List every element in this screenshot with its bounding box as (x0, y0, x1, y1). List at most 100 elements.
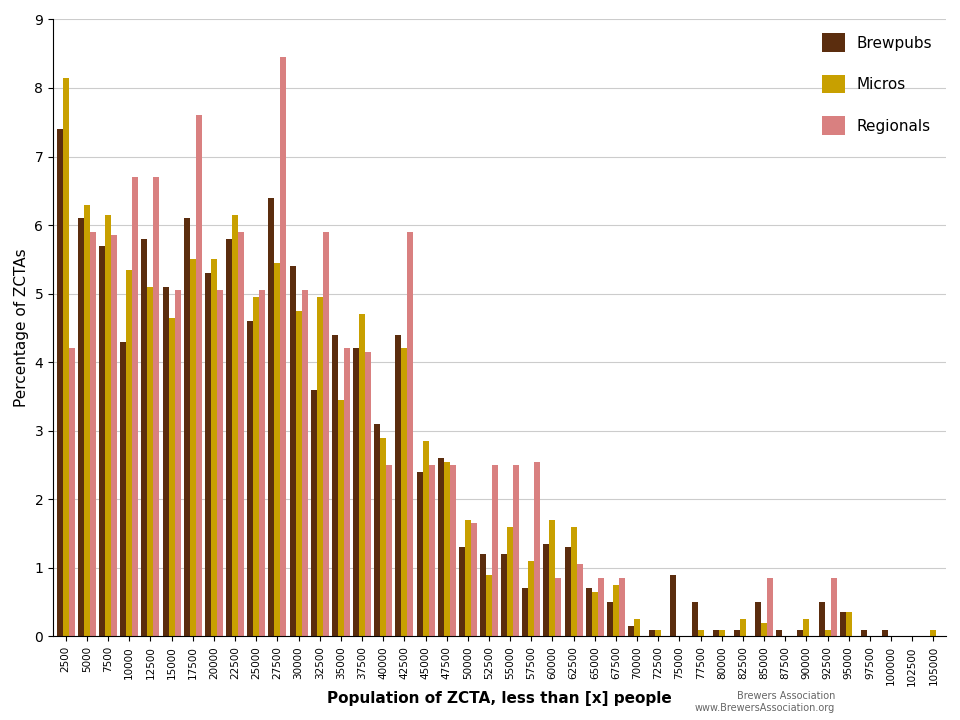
Bar (767, 578, 773, 636)
Bar (190, 259, 196, 636)
Bar (57, 129, 62, 636)
Bar (698, 629, 704, 636)
Bar (84, 204, 90, 636)
Bar (344, 348, 349, 636)
Bar (761, 623, 767, 636)
Bar (528, 561, 535, 636)
Bar (804, 619, 809, 636)
Bar (570, 527, 577, 636)
Bar (290, 266, 296, 636)
Bar (549, 520, 556, 636)
Bar (69, 348, 75, 636)
Bar (564, 547, 570, 636)
Bar (248, 321, 253, 636)
Bar (740, 619, 746, 636)
Bar (459, 547, 465, 636)
Bar (607, 602, 613, 636)
Bar (353, 348, 359, 636)
Bar (598, 578, 604, 636)
Bar (422, 441, 428, 636)
Bar (148, 287, 154, 636)
Bar (882, 629, 888, 636)
Bar (323, 232, 328, 636)
Bar (514, 465, 519, 636)
Bar (470, 523, 477, 636)
Bar (756, 602, 761, 636)
Legend: Brewpubs, Micros, Regionals: Brewpubs, Micros, Regionals (815, 27, 939, 141)
Bar (280, 57, 286, 636)
Bar (111, 235, 117, 636)
Bar (359, 314, 365, 636)
Bar (480, 554, 486, 636)
Bar (105, 215, 111, 636)
Bar (591, 592, 598, 636)
Bar (183, 218, 190, 636)
Bar (861, 629, 867, 636)
Bar (522, 588, 528, 636)
Bar (275, 263, 280, 636)
Bar (407, 232, 414, 636)
Bar (712, 629, 719, 636)
Bar (211, 259, 217, 636)
Bar (204, 273, 211, 636)
Bar (154, 177, 159, 636)
Bar (317, 297, 323, 636)
Bar (162, 287, 169, 636)
Bar (301, 290, 307, 636)
Bar (141, 239, 148, 636)
Bar (126, 270, 132, 636)
Bar (734, 629, 740, 636)
Bar (577, 564, 583, 636)
Bar (635, 619, 640, 636)
Bar (396, 335, 401, 636)
Bar (338, 400, 344, 636)
Bar (656, 629, 661, 636)
Bar (649, 629, 656, 636)
Bar (719, 629, 725, 636)
Bar (169, 318, 175, 636)
Bar (253, 297, 259, 636)
Bar (846, 613, 852, 636)
Bar (535, 462, 540, 636)
Bar (374, 424, 380, 636)
Bar (238, 232, 244, 636)
Bar (840, 613, 846, 636)
Bar (486, 575, 492, 636)
Bar (175, 290, 180, 636)
Y-axis label: Percentage of ZCTAs: Percentage of ZCTAs (13, 248, 29, 408)
Bar (232, 215, 238, 636)
Bar (196, 115, 202, 636)
Bar (670, 575, 677, 636)
Bar (449, 465, 456, 636)
Bar (365, 352, 371, 636)
Bar (543, 544, 549, 636)
Bar (90, 232, 96, 636)
Bar (819, 602, 825, 636)
Bar (226, 239, 232, 636)
Bar (386, 465, 393, 636)
Bar (628, 626, 635, 636)
Bar (401, 348, 407, 636)
Bar (78, 218, 84, 636)
Bar (492, 465, 498, 636)
Bar (465, 520, 470, 636)
Text: Brewers Association
www.BrewersAssociation.org: Brewers Association www.BrewersAssociati… (695, 691, 835, 713)
Bar (120, 341, 126, 636)
Bar (62, 78, 69, 636)
Bar (259, 290, 265, 636)
Bar (798, 629, 804, 636)
Bar (930, 629, 936, 636)
Bar (777, 629, 782, 636)
Bar (830, 578, 836, 636)
Bar (99, 246, 105, 636)
Bar (269, 198, 275, 636)
Bar (332, 335, 338, 636)
Bar (438, 458, 444, 636)
Bar (556, 578, 562, 636)
Bar (380, 438, 386, 636)
Bar (507, 527, 514, 636)
Bar (417, 472, 422, 636)
Bar (444, 462, 449, 636)
Bar (586, 588, 591, 636)
Bar (311, 390, 317, 636)
